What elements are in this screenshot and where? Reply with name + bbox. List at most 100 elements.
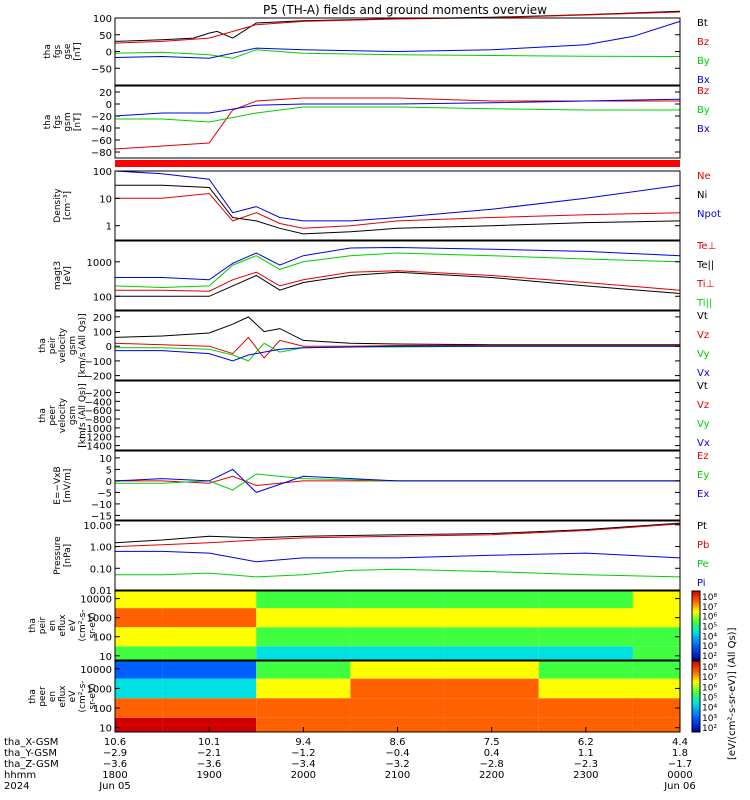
y-axis-label: Density [cm⁻³] [53, 188, 73, 223]
x-tick-label: −1.2 [291, 748, 315, 759]
panel-frame [114, 85, 681, 159]
y-axis-label: magt3 [eV] [53, 261, 73, 290]
y-tick-label: −15 [91, 511, 112, 522]
y-axis-label: tha peir velocity gsm [km/s (All Qs)] [38, 313, 88, 377]
heatmap-cell [444, 591, 539, 609]
x-tick-label: 0.4 [484, 748, 500, 759]
series-line-pe [115, 568, 681, 578]
y-tick-label: 50 [99, 31, 112, 42]
y-tick-label: −60 [91, 136, 112, 147]
y-tick-label: 10 [99, 454, 112, 465]
panel-frame [114, 380, 681, 451]
y-tick-label: −100 [85, 357, 112, 368]
heatmap-cell [115, 608, 163, 628]
x-tick-label: −2.8 [480, 759, 504, 770]
colorbar-tick-label: 10⁸ [702, 593, 717, 603]
y-tick-label: −80 [91, 148, 112, 159]
y-axis-label-line: en [48, 691, 58, 702]
y-tick-label: 0.01 [90, 586, 112, 597]
x-axis-row-label: 2024 [4, 781, 29, 792]
panel-density: 100 10 1 Density [cm⁻³] Ne Ni Npot [53, 167, 721, 241]
heatmap-cell [444, 661, 539, 679]
colorbar-tick-label: 10² [702, 724, 717, 734]
heatmap-cell [538, 678, 633, 699]
x-tick-label: −3.4 [291, 759, 315, 770]
series-line-bz [114, 11, 681, 44]
x-tick-label: −3.6 [197, 759, 221, 770]
series-line-ni [115, 184, 681, 235]
series-line-by [115, 106, 680, 123]
y-axis-label-line: tha [38, 408, 48, 423]
y-tick-label: 1 [106, 222, 112, 233]
y-tick-label: −10 [91, 500, 112, 511]
x-tick-label: Jun 05 [98, 781, 131, 792]
y-axis-label-line: tha [28, 618, 38, 633]
y-axis-label-line: Density [53, 188, 63, 223]
heatmap-cell [444, 678, 539, 699]
colorbar-label: [eV/(cm²-s-sr-eV)] (All Qs)] [727, 627, 738, 760]
heatmap-cell [632, 646, 680, 660]
x-tick-label: 1.8 [672, 748, 688, 759]
legend-entry: Vx [697, 368, 710, 379]
y-tick-label: 0 [106, 100, 112, 111]
y-tick-label: 10.00 [83, 521, 112, 532]
series-line-pb [114, 523, 681, 548]
y-axis-label-line: Pressure [53, 536, 63, 575]
series-line-npot [115, 246, 681, 281]
y-axis-label-line: gsm [68, 336, 78, 355]
y-tick-label: 100 [93, 14, 112, 25]
legend-entry: Vy [697, 419, 710, 430]
heatmap-cell [632, 678, 680, 699]
x-tick-label: −3.2 [385, 759, 409, 770]
heatmap-cell [632, 627, 680, 647]
colorbar-tick-label: 10⁸ [702, 663, 717, 673]
y-axis-label: Pressure [nPa] [53, 536, 73, 575]
series-line-npot [114, 170, 681, 222]
heatmap-cell [538, 717, 633, 732]
legend-entry: Pi [697, 578, 706, 589]
heatmap-cell [115, 661, 163, 679]
panel-frame [114, 450, 681, 521]
colorbar-tick-label: 10⁷ [702, 603, 717, 613]
y-tick-label: −800 [85, 415, 112, 426]
y-axis-label-line: [nPa] [63, 544, 73, 567]
x-tick-label: −2.9 [103, 748, 127, 759]
colorbar-tick-label: 10⁴ [702, 704, 717, 714]
y-axis-label-line: gsm [63, 112, 73, 131]
series-line-ex [114, 468, 680, 493]
heatmap-cell [632, 698, 680, 718]
heatmap-cell [350, 627, 445, 647]
series-line-bz [114, 97, 680, 150]
y-axis-label-line: fgs [53, 44, 63, 58]
y-axis-label-line: peir [48, 336, 58, 354]
legend-entry: Vy [697, 349, 710, 360]
y-axis-label-line: [mV/m] [63, 469, 73, 503]
panel-frame [114, 170, 681, 241]
colorbar-group: 10⁸10⁷10⁶10⁵10⁴10³10²10⁸10⁷10⁶10⁵10⁴10³1… [691, 590, 717, 734]
y-tick-label: 0 [106, 48, 112, 59]
x-tick-label: 2200 [479, 770, 504, 781]
series-line-by [114, 49, 681, 59]
colorbar [691, 590, 701, 661]
y-axis-label-line: [km/s (All Qs)] [78, 383, 88, 447]
y-axis-label-line: sr-eV) [88, 683, 98, 709]
y-tick-label: 20 [99, 88, 112, 99]
y-axis-label-line: eV [68, 619, 78, 632]
heatmap-cell [632, 591, 680, 609]
y-tick-label: −400 [85, 397, 112, 408]
heatmap-cell [350, 678, 445, 699]
y-tick-label: 10000 [80, 665, 112, 676]
series-line-te [115, 271, 681, 297]
x-tick-label: 2000 [291, 770, 316, 781]
heatmap-cell [162, 678, 257, 699]
y-axis-label-line: (cm²-s- [78, 680, 88, 712]
y-axis-label-line: eflux [58, 614, 68, 637]
y-tick-label: 10000 [80, 595, 112, 606]
y-tick-label: 5 [106, 465, 112, 476]
y-tick-label: 1.00 [90, 543, 112, 554]
y-tick-label: 0 [106, 477, 112, 488]
panel-fgs-gse: 100 50 0 −50 tha fgs gse [nT] Bt Bz By Bx [43, 10, 710, 86]
heatmap-cell [350, 608, 445, 628]
